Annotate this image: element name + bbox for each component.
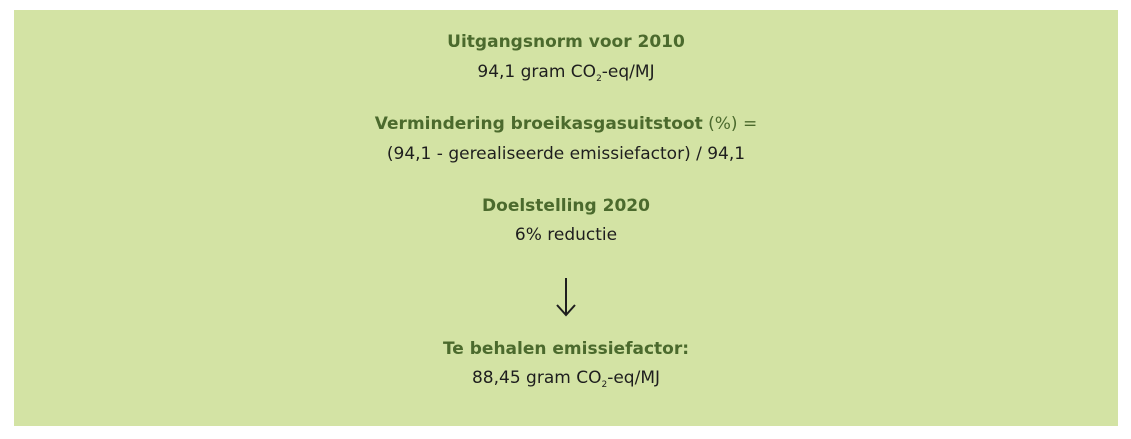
heading: Uitgangsnorm voor 2010 [447,32,685,52]
down-arrow [556,278,576,317]
heading: Te behalen emissiefactor: [442,339,690,359]
heading-line: Vermindering broeikasgasuitstoot (%) = [14,114,1118,134]
text: -eq/MJ [607,368,660,388]
heading: Doelstelling 2020 [482,196,650,216]
formula-panel: Uitgangsnorm voor 2010 94,1 gram CO2-eq/… [14,10,1118,426]
text: 88,45 gram CO [471,368,602,388]
formula-line: 6% reductie [514,225,618,245]
heading-suffix: (%) = [708,114,758,134]
text: 94,1 gram CO [477,62,597,82]
heading: Vermindering broeikasgasuitstoot [374,114,703,134]
subscript: 2 [601,380,608,390]
text: -eq/MJ [601,62,655,82]
formula-line: 94,1 gram CO2-eq/MJ [14,62,1118,84]
arrow-head [556,304,576,317]
formula-line: (94,1 - gerealiseerde emissiefactor) / 9… [386,144,746,164]
subscript: 2 [596,74,602,84]
formula-line: 88,45 gram CO2-eq/MJ [14,368,1118,390]
